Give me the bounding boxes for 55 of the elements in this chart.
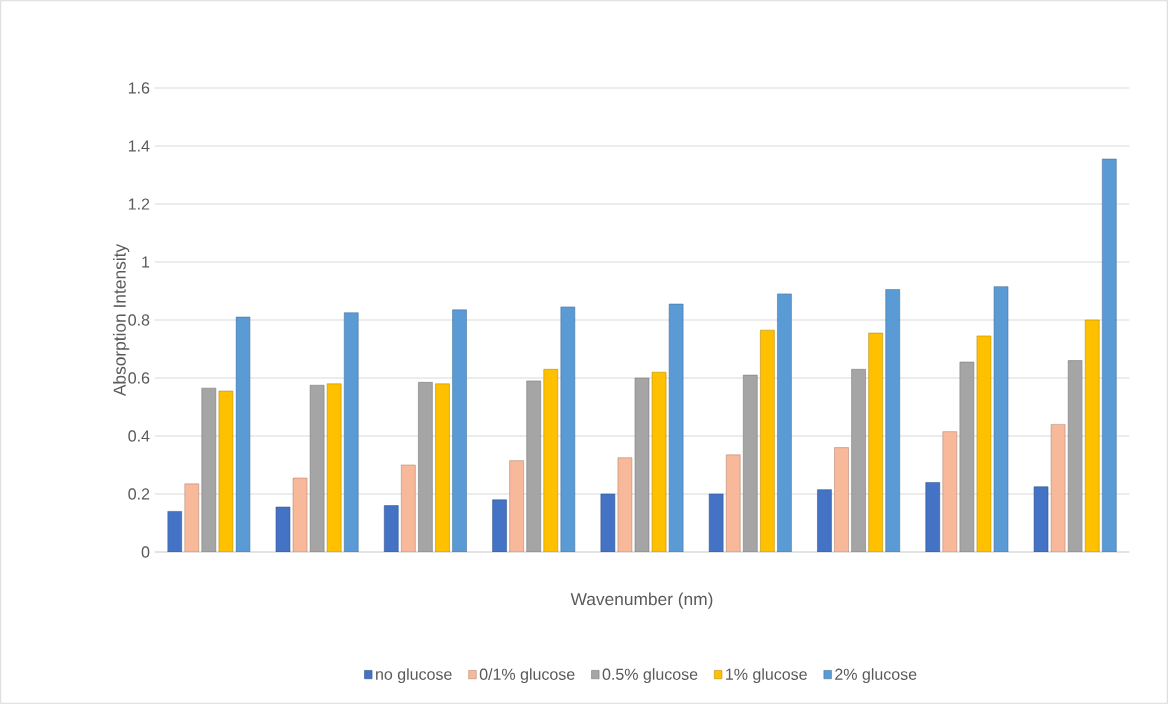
y-tick-label: 0.2 [128, 488, 150, 500]
bar [235, 316, 251, 552]
y-tick-label: 0.8 [128, 314, 150, 326]
y-tick-label: 0.6 [128, 372, 150, 384]
bar [418, 382, 433, 552]
bar [1033, 486, 1049, 552]
bar [942, 431, 958, 552]
bar [452, 309, 467, 552]
bar [1102, 158, 1117, 552]
y-tick-label: 1.2 [128, 198, 150, 210]
bar [868, 332, 883, 552]
bar [509, 460, 524, 552]
y-tick-label: 0.4 [128, 430, 150, 442]
bar [560, 306, 576, 552]
bar [725, 454, 741, 552]
bar [634, 377, 650, 552]
bar [925, 482, 941, 552]
legend-label: 2% glucose [835, 668, 917, 684]
bar [993, 286, 1009, 552]
y-tick-label: 1 [142, 256, 150, 268]
bar [777, 293, 792, 552]
bar [275, 506, 291, 552]
bar [817, 489, 832, 552]
legend-label: 0.5% glucose [602, 668, 698, 684]
bar [543, 369, 559, 552]
y-axis-title: Absorption Intensity [113, 243, 130, 397]
y-tick-label: 0 [141, 546, 150, 558]
bar [600, 493, 616, 552]
bar [184, 483, 200, 552]
bar [1067, 360, 1083, 552]
bar [668, 303, 684, 552]
y-tick-label: 1.6 [128, 82, 150, 94]
bar [959, 361, 975, 552]
bar [343, 312, 359, 552]
bar [885, 289, 900, 552]
x-axis-title: Wavenumber (nm) [570, 592, 713, 609]
bar [743, 374, 758, 552]
bar [201, 387, 217, 552]
legend-label: 0/1% glucose [479, 668, 575, 684]
bar [834, 447, 849, 552]
bar [526, 380, 541, 552]
bar [167, 511, 182, 552]
bar [708, 493, 724, 552]
bar [401, 464, 416, 552]
bar [309, 384, 325, 552]
legend-label: 1% glucose [726, 668, 807, 684]
bar [851, 369, 866, 552]
legend-label: no glucose [376, 668, 452, 684]
bar [326, 383, 342, 552]
bar [1084, 319, 1100, 552]
bar [384, 505, 399, 552]
bar [492, 499, 507, 552]
bar [435, 383, 450, 552]
bar [760, 329, 775, 552]
y-tick-label: 1.4 [128, 140, 150, 152]
